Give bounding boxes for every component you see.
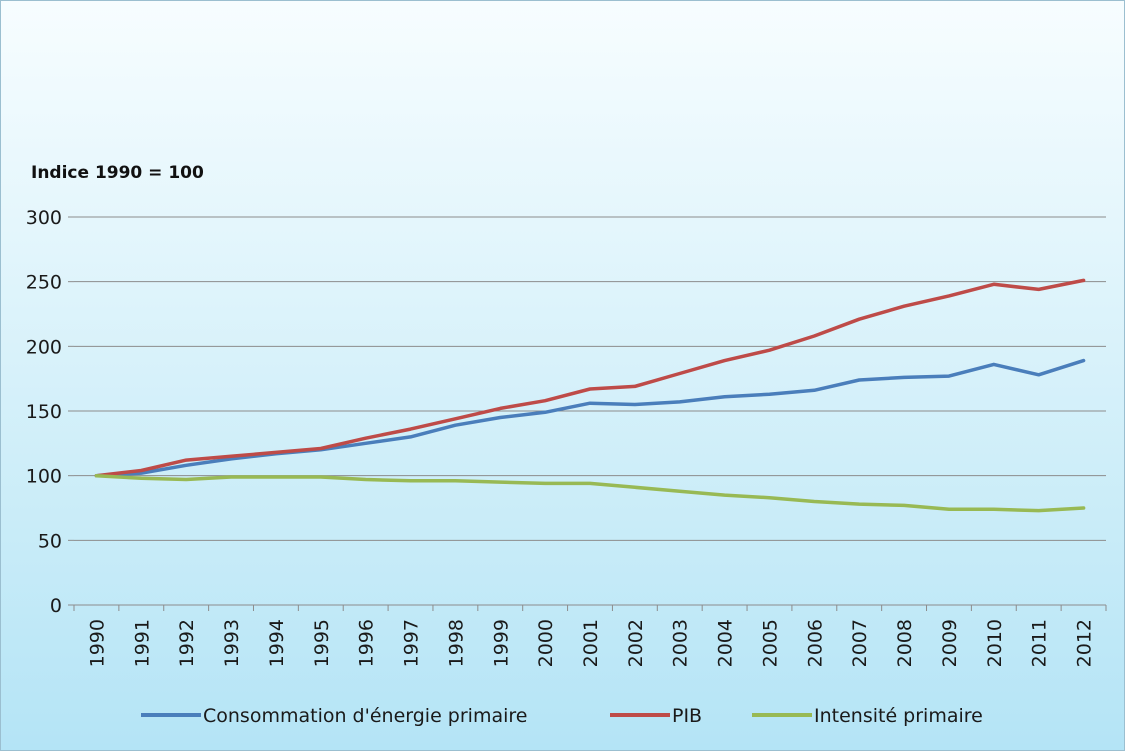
x-tick-label: 2003 (670, 619, 692, 667)
legend: Consommation d'énergie primaire PIB Intens… (141, 705, 983, 727)
y-tick-label: 250 (26, 272, 62, 294)
x-tick-label: 1998 (445, 619, 467, 667)
x-tick-label: 1997 (401, 619, 423, 667)
x-tick-label: 1990 (86, 619, 108, 667)
series-line-0 (94, 358, 1086, 478)
x-tick-label: 2011 (1029, 619, 1051, 667)
x-tick-label: 2000 (535, 619, 557, 667)
y-tick-label: 150 (26, 401, 62, 423)
x-tick-label: 2008 (894, 619, 916, 667)
x-tick-label: 2009 (939, 619, 961, 667)
x-tick-label: 1995 (311, 619, 333, 667)
legend-label: PIB (672, 705, 702, 727)
x-tick-label: 1996 (356, 619, 378, 667)
y-tick-label: 100 (26, 466, 62, 488)
series-line-2 (94, 473, 1086, 513)
x-tick-label: 2012 (1074, 619, 1096, 667)
y-axis-ticks: 0 50 100 150 200 250 300 (26, 207, 62, 617)
gridlines (68, 216, 1107, 611)
x-tick-label: 1993 (221, 619, 243, 667)
y-axis-unit-label: Indice 1990 = 100 (31, 163, 204, 183)
x-tick-label: 2001 (580, 619, 602, 667)
x-tick-label: 2005 (759, 619, 781, 667)
legend-label: Consommation d'énergie primaire (203, 705, 527, 727)
series-line-1 (94, 278, 1086, 478)
x-tick-label: 1994 (266, 619, 288, 667)
y-tick-label: 200 (26, 336, 62, 358)
x-tick-label: 1991 (131, 619, 153, 667)
x-tick-label: 2002 (625, 619, 647, 667)
x-tick-label: 2007 (849, 619, 871, 667)
x-tick-label: 1992 (176, 619, 198, 667)
x-tick-label: 2004 (715, 619, 737, 667)
legend-label: Intensité primaire (814, 705, 983, 727)
y-tick-label: 50 (38, 530, 62, 552)
y-tick-label: 300 (26, 207, 62, 229)
x-axis-ticks: 1990 1991 1992 1993 1994 1995 1996 1997 1998 1999… (86, 619, 1095, 667)
y-tick-label: 0 (50, 595, 62, 617)
x-tick-label: 1999 (490, 619, 512, 667)
x-tick-label: 2006 (804, 619, 826, 667)
series-lines (94, 278, 1086, 513)
x-tick-label: 2010 (984, 619, 1006, 667)
